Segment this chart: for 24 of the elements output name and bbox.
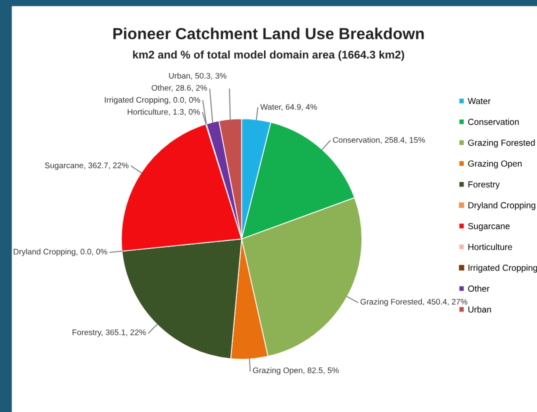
data-label: Grazing Forested, 450.4, 27% [360,298,468,306]
data-label: Horticulture, 1.3, 0% [128,108,200,116]
legend-label: Other [468,285,490,292]
legend-label: Grazing Open [468,160,522,168]
data-label: Conservation, 258.4, 15% [332,136,425,144]
data-label: Grazing Open, 82.5, 5% [253,367,339,375]
legend-label: Grazing Forested [468,139,535,148]
text: Irrigated Cropping, 0.0, 0% [104,96,200,104]
legend-label: Horticulture [468,244,512,250]
text: Dryland Cropping, 0.0, 0% [14,248,108,256]
legend-label: Water [468,98,491,104]
legend-label: Irrigated Cropping [468,264,537,273]
data-label: Other, 28.6, 2% [152,84,208,92]
legend-label: Sugarcane [468,222,510,231]
data-label: Forestry, 365.1, 22% [72,329,146,337]
chart-title: Pioneer Catchment Land Use Breakdown [113,28,424,40]
chart-subtitle: km2 and % of total model domain area (1664.3 km2) [133,50,404,61]
data-label: Sugarcane, 362.7, 22% [44,162,129,170]
data-label: Urban, 50.3, 3% [169,72,226,80]
legend-label: Forestry [468,181,500,190]
legend-label: Dryland Cropping [468,202,536,210]
legend-label: Conservation [468,118,519,125]
data-label: Water, 64.9, 4% [260,104,317,111]
legend-label: Urban [468,306,491,313]
